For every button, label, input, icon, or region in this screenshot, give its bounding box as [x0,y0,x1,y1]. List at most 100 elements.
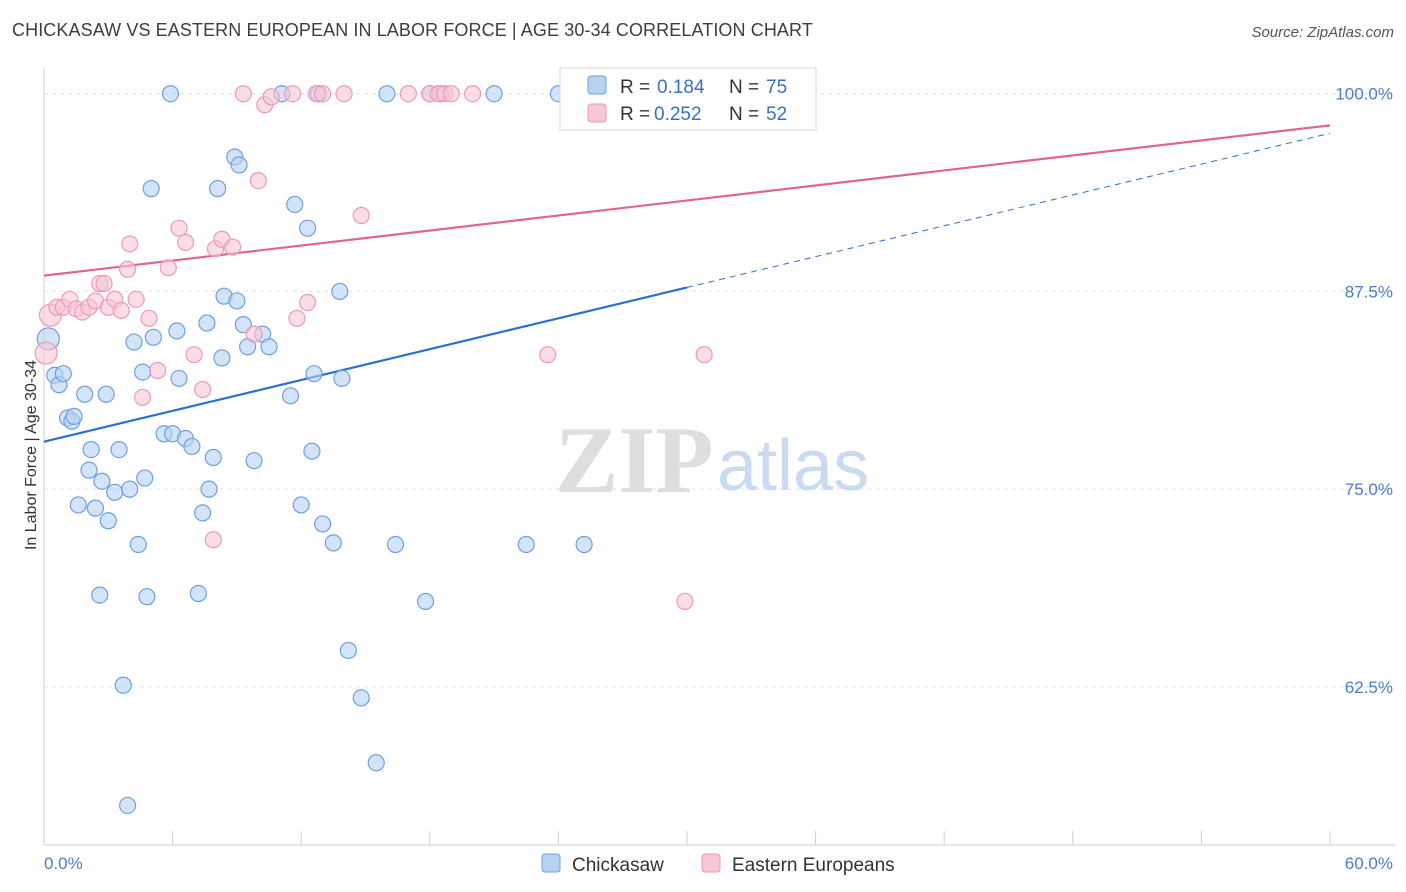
point-chickasaw [69,496,87,514]
point-chickasaw [209,180,227,198]
point-chickasaw [416,592,435,611]
point-chickasaw [142,180,160,198]
point-chickasaw [378,85,396,103]
point-chickasaw [331,282,349,301]
point-chickasaw [82,440,100,459]
point-chickasaw [386,535,405,554]
point-eastern-europeans [204,531,222,549]
point-chickasaw [299,219,317,237]
point-eastern-europeans [262,88,280,106]
point-chickasaw [314,515,332,533]
point-chickasaw [91,586,109,604]
point-chickasaw [281,387,300,405]
legend-r-label-2: R = [620,104,650,125]
point-eastern-europeans [352,206,370,225]
legend-r-value-2: 0.252 [654,104,702,125]
y-axis-label: In Labor Force | Age 30-34 [23,360,40,550]
legend-n-value-1: 75 [766,77,787,98]
point-eastern-europeans [539,346,557,364]
point-eastern-europeans [695,346,713,364]
point-chickasaw [339,641,357,660]
top-legend: R = 0.184 N = 75 R = 0.252 N = 52 [559,67,817,131]
point-chickasaw [485,85,503,103]
point-chickasaw [133,363,152,381]
grid [44,93,1395,688]
point-chickasaw [234,316,252,334]
point-chickasaw [93,472,111,490]
trend-lines [43,124,1331,443]
point-chickasaw [228,292,246,310]
point-chickasaw [161,85,180,103]
bottom-legend: Chickasaw Eastern Europeans [541,853,895,876]
point-eastern-europeans [245,325,263,343]
point-chickasaw [189,584,207,603]
point-eastern-europeans [314,85,332,103]
point-chickasaw [204,448,222,467]
point-chickasaw [136,469,154,487]
point-eastern-europeans [121,235,139,253]
point-chickasaw [118,796,137,815]
point-chickasaw [129,535,147,554]
point-chickasaw [144,328,162,346]
point-chickasaw [106,483,124,501]
chart-source: Source: ZipAtlas.com [1251,24,1394,41]
bottom-legend-swatch-chickasaw [541,853,561,873]
point-eastern-europeans [148,361,167,380]
x-tick-label: 60.0% [1345,854,1393,873]
point-chickasaw [198,314,216,332]
point-chickasaw [367,754,385,772]
legend-n-label-2: N = [729,104,759,125]
point-chickasaw [292,496,310,514]
point-chickasaw [352,689,370,707]
legend-swatch-eastern-europeans [587,103,607,123]
point-chickasaw [333,369,351,388]
legend-swatch-chickasaw [587,75,607,95]
point-eastern-europeans [676,592,694,611]
point-eastern-europeans [112,301,130,320]
watermark-atlas: atlas [717,426,869,506]
point-chickasaw [65,407,83,425]
bottom-legend-swatch-eastern-europeans [701,853,721,873]
point-chickasaw [97,385,115,403]
legend-r-label-1: R = [620,77,650,98]
point-eastern-europeans [284,85,302,103]
point-eastern-europeans [140,309,158,327]
y-tick-label: 87.5% [1345,282,1393,301]
tick-labels: 62.5% 75.0% 87.5% 100.0% 0.0% 60.0% [44,85,1393,873]
point-chickasaw [213,349,231,367]
point-chickasaw [80,461,98,479]
point-eastern-europeans [185,346,203,364]
bottom-legend-label-eastern-europeans: Eastern Europeans [732,855,895,876]
point-chickasaw [168,322,186,340]
point-chickasaw [230,156,248,174]
point-eastern-europeans [464,85,482,103]
point-chickasaw [305,365,323,383]
point-chickasaw [303,442,321,460]
point-eastern-europeans [176,233,195,251]
point-chickasaw [121,480,139,498]
point-eastern-europeans [170,219,188,237]
point-eastern-europeans [34,341,58,365]
point-chickasaw [54,365,72,383]
point-chickasaw [324,534,342,552]
point-chickasaw [86,499,105,517]
legend-r-value-1: 0.184 [657,77,705,98]
legend-n-label-1: N = [729,77,759,98]
point-eastern-europeans [127,290,145,308]
point-chickasaw [194,504,212,522]
legend-n-value-2: 52 [766,104,787,125]
trend-line-chickasaw-extension [686,132,1331,288]
point-chickasaw [138,588,156,606]
x-tick-label: 0.0% [44,854,83,873]
chart-title: CHICKASAW VS EASTERN EUROPEAN IN LABOR F… [12,20,813,40]
point-eastern-europeans [118,260,137,278]
point-eastern-europeans [399,85,417,103]
point-chickasaw [286,195,304,214]
point-eastern-europeans [442,85,460,103]
point-eastern-europeans [159,259,177,277]
point-chickasaw [125,333,143,351]
point-eastern-europeans [234,85,252,103]
point-chickasaw [183,437,201,456]
axes [43,68,1395,846]
